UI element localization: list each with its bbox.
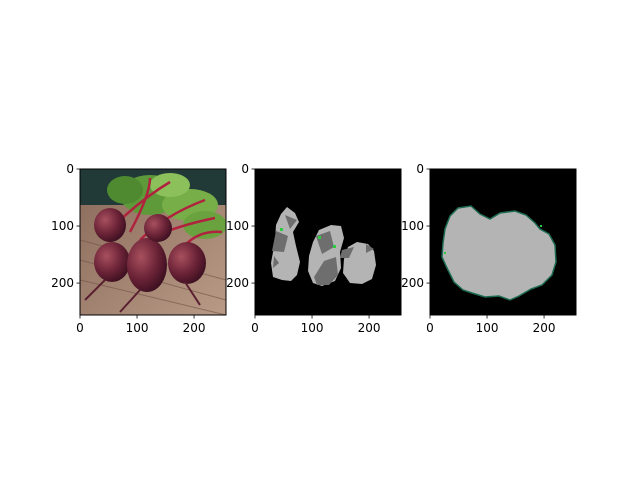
- y-tick-label: 200: [226, 276, 249, 290]
- x-tick-label: 200: [183, 321, 206, 335]
- outline-mask-panel: [430, 169, 576, 315]
- x-tick-label: 0: [251, 321, 259, 335]
- y-tick-label: 200: [51, 276, 74, 290]
- y-tick-label: 0: [66, 162, 74, 176]
- y-tick-label: 100: [226, 219, 249, 233]
- beet-photo-panel: [80, 169, 226, 315]
- mask-markers: [280, 228, 336, 248]
- beet-roots: [84, 208, 206, 313]
- x-tick-label: 100: [301, 321, 324, 335]
- x-tick-label: 200: [358, 321, 381, 335]
- axes-frame-3: [429, 168, 577, 316]
- x-tick-label: 200: [533, 321, 556, 335]
- mask-region-3: [340, 242, 376, 284]
- axes-frame-1: [79, 168, 227, 316]
- axes-frames: [79, 168, 577, 316]
- mask-region-1: [271, 207, 300, 281]
- y-tick-label: 100: [401, 219, 424, 233]
- outline-markers: [444, 225, 542, 254]
- x-tick-label: 0: [76, 321, 84, 335]
- x-tick-label: 100: [126, 321, 149, 335]
- axes-frame-2: [254, 168, 402, 316]
- tick-layer: 0 100 200 0 100 200 0 100 200 0 100 200 0 100 200 0 100 2…: [51, 162, 555, 335]
- mask-region-2: [308, 225, 344, 286]
- y-tick-label: 0: [241, 162, 249, 176]
- outline-blob: [441, 205, 557, 301]
- x-tick-label: 100: [476, 321, 499, 335]
- x-tick-label: 0: [426, 321, 434, 335]
- y-tick-label: 100: [51, 219, 74, 233]
- y-tick-label: 200: [401, 276, 424, 290]
- y-tick-label: 0: [416, 162, 424, 176]
- segmentation-mask-panel: [255, 169, 401, 315]
